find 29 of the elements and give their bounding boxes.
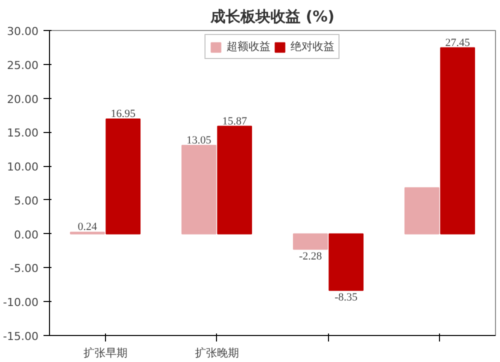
y-tick-label: 20.00 — [7, 92, 39, 106]
legend-label: 绝对收益 — [290, 39, 334, 54]
data-label: 15.87 — [222, 115, 248, 128]
legend-label: 超额收益 — [226, 39, 270, 54]
y-tick-label: -10.00 — [3, 296, 39, 310]
bar — [181, 144, 216, 234]
data-label: 27.45 — [445, 36, 470, 49]
y-tick-label: 25.00 — [7, 58, 39, 72]
y-tick-label: 5.00 — [14, 194, 39, 208]
chart-title: 成长板块收益 (%) — [210, 8, 334, 26]
data-label: 0.24 — [78, 221, 98, 234]
bar — [404, 187, 440, 234]
data-label: -8.35 — [334, 291, 358, 304]
y-tick-label: -15.00 — [3, 330, 39, 343]
y-tick-label: 10.00 — [7, 160, 39, 174]
data-label: 16.95 — [110, 108, 136, 120]
y-tick-label: 30.00 — [7, 25, 39, 38]
y-tick-label: 0.00 — [14, 228, 39, 242]
y-tick-label: 15.00 — [7, 126, 39, 140]
x-tick-label: 扩张早期 — [83, 346, 128, 360]
x-tick-label: 扩张晚期 — [194, 346, 239, 360]
data-label: 13.05 — [186, 134, 212, 146]
bar — [106, 118, 141, 234]
bar — [440, 47, 476, 234]
bar — [217, 126, 252, 234]
bar — [292, 233, 328, 250]
data-label: -2.28 — [298, 250, 322, 262]
bar — [328, 233, 364, 291]
y-tick-label: -5.00 — [10, 262, 39, 276]
